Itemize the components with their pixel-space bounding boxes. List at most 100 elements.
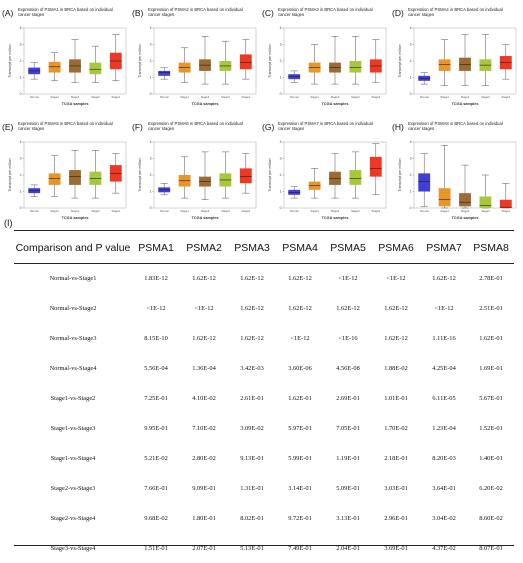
- panel-label: (H): [392, 122, 404, 132]
- y-tick-label: 4: [150, 140, 152, 144]
- y-axis-label: Transcript per million: [398, 158, 402, 191]
- comparison-cell: Normal-vs-Stage3: [49, 334, 97, 342]
- y-tick-label: 3: [20, 43, 22, 47]
- y-tick-label: 3: [150, 43, 152, 47]
- category-label: Stage4: [372, 209, 381, 213]
- pvalue-cell: 3.04E-02: [432, 514, 456, 522]
- box-stage3: [219, 40, 232, 85]
- category-label: Stage1: [180, 95, 189, 99]
- header-psma1: PSMA1: [138, 242, 174, 254]
- box-iqr: [239, 168, 252, 184]
- category-label: Normal: [160, 95, 169, 99]
- pvalue-cell: 2.96E-01: [384, 514, 408, 522]
- category-label: Stage2: [71, 95, 80, 99]
- box-iqr: [479, 196, 492, 208]
- panel-label: (B): [132, 8, 144, 18]
- y-tick-label: 1: [150, 190, 152, 194]
- boxplot-svg: 0 1 2 3 4 Transcript per million TCGA samples N…: [8, 140, 127, 220]
- pvalue-cell: 1.51E-01: [144, 544, 168, 552]
- box-iqr: [89, 62, 102, 75]
- boxplot-svg: 0 1 2 3 4 Transcript per million TCGA samples N…: [8, 26, 127, 106]
- boxplot-svg: 0 1 2 3 4 Transcript per million TCGA samples N…: [138, 140, 257, 220]
- table-row: Stage1-vs-Stage3 9.95E-01 7.10E-02 3.09E-02…: [14, 413, 514, 443]
- box-normal: [288, 70, 301, 83]
- y-axis-label: Transcript per million: [138, 158, 142, 191]
- category-label: Normal: [290, 95, 299, 99]
- comparison-cell: Stage2-vs-Stage3: [50, 484, 96, 492]
- boxplot-svg: 0 1 2 3 4 Transcript per million TCGA samples N…: [398, 26, 517, 106]
- panel-label: (D): [392, 8, 404, 18]
- pvalue-cell: 1.80E-01: [192, 514, 216, 522]
- pvalue-cell: 1.62E-12: [240, 304, 264, 312]
- y-axis-label: Transcript per million: [8, 44, 12, 77]
- boxplot-panel: (G) Expression of PSMA7 in BRCA based on …: [262, 118, 390, 222]
- x-axis-label: TCGA samples: [322, 216, 349, 220]
- category-label: Stage4: [112, 209, 121, 213]
- pvalue-cell: 7.66E-01: [144, 484, 168, 492]
- pvalue-cell: <1E-12: [146, 304, 166, 312]
- y-tick-label: 1: [20, 190, 22, 194]
- pvalue-cell: 5.67E-01: [479, 394, 503, 402]
- pvalue-cell: 3.42E-03: [240, 364, 264, 372]
- pvalue-cell: 1.40E-01: [479, 454, 503, 462]
- pvalue-cell: <1E-12: [386, 274, 406, 282]
- x-axis-label: TCGA samples: [192, 102, 219, 106]
- box-stage1: [438, 39, 451, 86]
- x-axis-label: TCGA samples: [452, 216, 479, 220]
- box-stage1: [178, 156, 191, 199]
- panel-title: Expression of PSMA8 in BRCA based on ind…: [408, 121, 503, 131]
- x-axis-label: TCGA samples: [62, 102, 89, 106]
- pvalue-cell: 7.10E-02: [192, 424, 216, 432]
- x-axis-label: TCGA samples: [192, 216, 219, 220]
- y-tick-label: 2: [20, 173, 22, 177]
- x-axis-label: TCGA samples: [452, 102, 479, 106]
- table-top-rule: [14, 230, 514, 231]
- y-tick-label: 2: [410, 59, 412, 63]
- box-iqr: [48, 173, 61, 185]
- category-label: Stage2: [461, 95, 470, 99]
- y-tick-label: 3: [280, 43, 282, 47]
- pvalue-cell: 1.19E-01: [336, 454, 360, 462]
- header-comparison: Comparison and P value: [15, 242, 131, 254]
- category-label: Stage3: [481, 95, 490, 99]
- category-label: Stage2: [71, 209, 80, 213]
- y-tick-label: 0: [280, 92, 282, 96]
- table-row: Stage2-vs-Stage4 9.68E-02 1.80E-01 8.02E-01…: [14, 503, 514, 533]
- box-stage2: [329, 153, 341, 199]
- category-label: Stage2: [201, 209, 210, 213]
- panel-label: (A): [2, 8, 14, 18]
- boxplot-panel: (E) Expression of PSMA5 in BRCA based on …: [2, 118, 130, 222]
- y-tick-label: 3: [150, 157, 152, 161]
- y-tick-label: 2: [150, 173, 152, 177]
- box-iqr: [438, 59, 451, 71]
- y-tick-label: 1: [20, 76, 22, 80]
- y-tick-label: 2: [20, 59, 22, 63]
- panel-title: Expression of PSMA7 in BRCA based on ind…: [278, 121, 373, 131]
- boxplot-svg: 0 1 2 3 4 Transcript per million TCGA samples N…: [268, 140, 387, 220]
- pvalue-cell: 3.64E-01: [432, 484, 456, 492]
- comparison-cell: Normal-vs-Stage2: [49, 304, 97, 312]
- panel-label: (C): [262, 8, 274, 18]
- pvalue-cell: 5.21E-02: [144, 454, 168, 462]
- pvalue-cell: 1.31E-01: [240, 484, 264, 492]
- pvalue-cell: <1E-12: [338, 274, 358, 282]
- box-stage1: [438, 145, 451, 209]
- y-tick-label: 0: [20, 206, 22, 210]
- pvalue-cell: 1.62E-12: [384, 334, 408, 342]
- box-stage2: [69, 39, 81, 83]
- y-tick-label: 4: [280, 26, 282, 30]
- pvalue-cell: 5.13E-01: [240, 544, 264, 552]
- category-label: Stage1: [180, 209, 189, 213]
- box-stage3: [89, 150, 102, 199]
- pvalue-cell: 2.80E-02: [192, 454, 216, 462]
- pvalue-cell: 4.37E-02: [432, 544, 456, 552]
- pvalue-cell: 1.62E-12: [192, 274, 216, 282]
- table-header-row: Comparison and P value PSMA1 PSMA2 PSMA3 PSM…: [14, 233, 514, 263]
- panel-title: Expression of PSMA3 in BRCA based on ind…: [278, 7, 373, 17]
- header-psma3: PSMA3: [234, 242, 270, 254]
- pvalue-cell: 8.07E-01: [479, 544, 503, 552]
- panel-label: (E): [2, 122, 14, 132]
- table-row: Stage2-vs-Stage3 7.66E-01 9.09E-01 1.31E-01…: [14, 473, 514, 503]
- box-iqr: [48, 61, 61, 73]
- box-normal: [418, 153, 431, 207]
